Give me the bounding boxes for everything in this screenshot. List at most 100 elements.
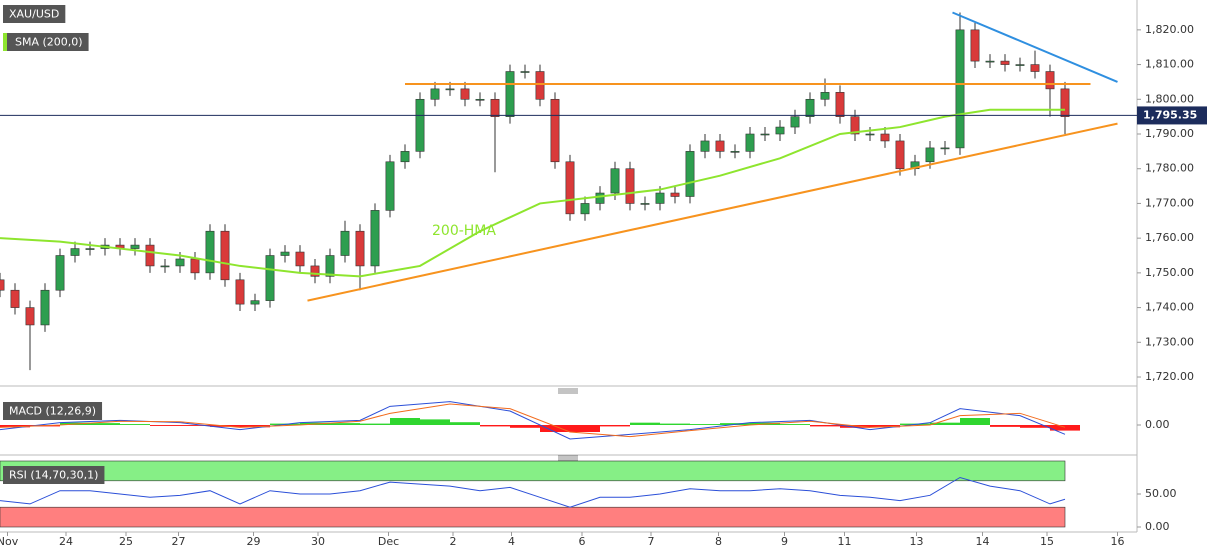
candle-body: [985, 60, 995, 63]
candle-body: [655, 192, 665, 204]
candle-body: [1000, 60, 1010, 65]
series-line: [0, 401, 1066, 440]
candle-body: [250, 300, 260, 305]
candle-body: [1060, 88, 1070, 117]
candle-body: [55, 255, 65, 291]
y-tick-label: 1,720.00: [1145, 370, 1194, 383]
price-label: 1,795.35: [1143, 108, 1197, 121]
x-tick-label: 30: [311, 535, 325, 548]
candle-body: [385, 161, 395, 211]
legend-item: MACD (12,26,9): [3, 402, 103, 420]
candle-body: [130, 244, 140, 249]
legend-label: XAU/USD: [9, 8, 59, 21]
y-tick-label: 1,790.00: [1145, 127, 1194, 140]
candle-body: [640, 203, 650, 205]
x-tick-label: 9: [781, 535, 788, 548]
annotation: 200-HMA: [432, 223, 496, 239]
trend-line: [307, 122, 1118, 302]
x-tick-label: 14: [976, 535, 990, 548]
candle-body: [85, 248, 95, 250]
y-tick-label: 1,770.00: [1145, 196, 1194, 209]
histogram-bar: [0, 425, 30, 428]
series-line: [0, 476, 1066, 508]
candle-body: [745, 133, 755, 152]
x-tick-label: 15: [1040, 535, 1054, 548]
candle-body: [850, 116, 860, 135]
histogram-bar: [1050, 425, 1080, 431]
histogram-bar: [1020, 425, 1050, 428]
candle-body: [790, 116, 800, 128]
rsi-band: [0, 506, 1066, 528]
candle-body: [0, 279, 5, 291]
candle-body: [235, 279, 245, 305]
x-tick-label: 24: [59, 535, 73, 548]
candle-body: [475, 98, 485, 101]
y-tick-label: 1,760.00: [1145, 231, 1194, 244]
legend-item: RSI (14,70,30,1): [3, 466, 105, 484]
histogram-bar: [420, 419, 450, 425]
candle-body: [10, 289, 20, 308]
y-tick-label: 1,800.00: [1145, 92, 1194, 105]
resize-grip[interactable]: [558, 455, 578, 461]
candle-body: [895, 140, 905, 170]
candle-body: [280, 251, 290, 256]
candle-body: [775, 126, 785, 135]
candle-body: [1015, 64, 1025, 66]
histogram-bar: [480, 425, 510, 427]
candle-body: [955, 29, 965, 149]
candle-body: [880, 133, 890, 142]
histogram-bar: [600, 425, 630, 427]
resize-grip[interactable]: [558, 388, 578, 394]
candle-body: [835, 92, 845, 117]
candle-body: [220, 230, 230, 281]
candle-body: [175, 258, 185, 267]
histogram-bar: [90, 423, 120, 425]
candle-body: [460, 88, 470, 100]
candle-body: [310, 265, 320, 277]
histogram-bar: [240, 425, 270, 428]
x-tick-label: 13: [910, 535, 924, 548]
y-tick-label: 1,810.00: [1145, 58, 1194, 71]
histogram-bar: [180, 425, 210, 426]
candle-body: [295, 251, 305, 267]
candle-body: [145, 244, 155, 267]
series-line: [0, 403, 1066, 438]
candle-body: [925, 147, 935, 163]
candle-body: [40, 289, 50, 326]
x-tick-label: 6: [579, 535, 586, 548]
histogram-bar: [810, 425, 840, 427]
candle-body: [760, 133, 770, 136]
candle-body: [160, 265, 170, 268]
candle-body: [1030, 64, 1040, 72]
histogram-bar: [510, 425, 540, 428]
candle-body: [70, 248, 80, 256]
candle-body: [355, 230, 365, 267]
histogram-bar: [990, 425, 1020, 427]
y-tick-label: 1,780.00: [1145, 162, 1194, 175]
histogram-bar: [570, 425, 600, 432]
candle-body: [715, 140, 725, 152]
y-tick-label: 0.00: [1145, 520, 1170, 533]
histogram-bar: [330, 423, 360, 425]
candle-body: [505, 71, 515, 117]
y-tick-label: 0.00: [1145, 418, 1170, 431]
legend-label: SMA (200,0): [15, 36, 83, 49]
candle-body: [340, 230, 350, 256]
candle-body: [490, 98, 500, 117]
histogram-bar: [690, 424, 720, 425]
price-tag: [1137, 106, 1207, 125]
candle-body: [610, 168, 620, 194]
legend-box: [3, 5, 66, 23]
candle-body: [190, 258, 200, 274]
legend-label: RSI (14,70,30,1): [9, 469, 98, 482]
candle-body: [865, 133, 875, 136]
candle-body: [670, 192, 680, 197]
candle-body: [730, 151, 740, 153]
candle-body: [535, 71, 545, 100]
histogram-bar: [450, 422, 480, 425]
histogram-bar: [660, 423, 690, 425]
histogram-bar: [150, 425, 180, 426]
y-tick-label: 1,750.00: [1145, 266, 1194, 279]
legend-label: MACD (12,26,9): [9, 405, 96, 418]
